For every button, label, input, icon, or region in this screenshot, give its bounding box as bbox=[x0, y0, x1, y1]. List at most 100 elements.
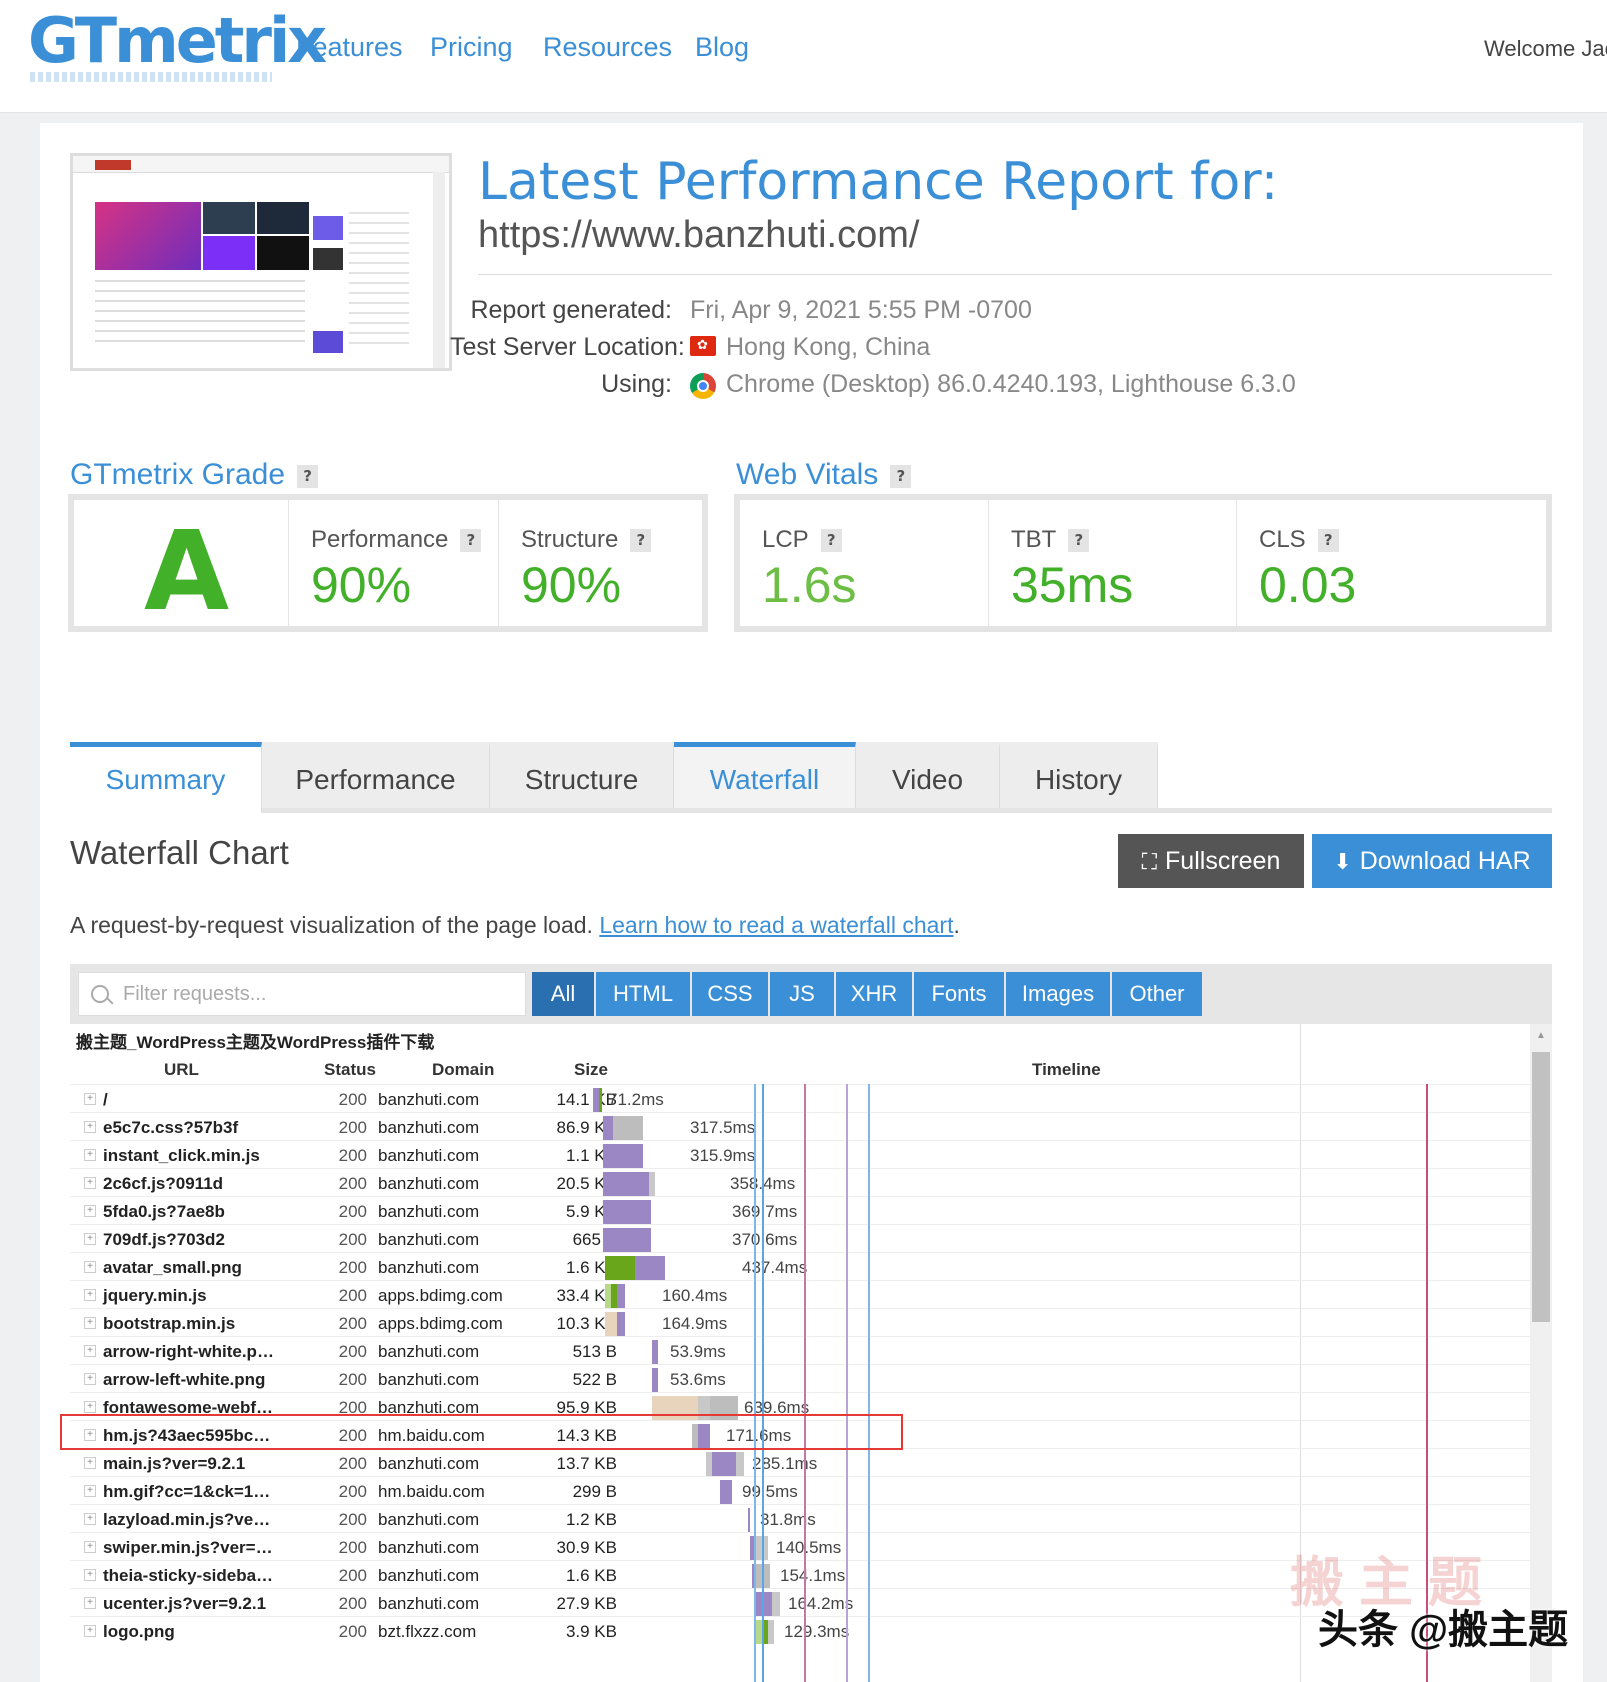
fullscreen-button[interactable]: ⛶ Fullscreen bbox=[1118, 834, 1304, 888]
tab-history[interactable]: History bbox=[1000, 742, 1158, 808]
filter-all[interactable]: All bbox=[532, 972, 596, 1016]
timing-bar bbox=[720, 1480, 732, 1504]
table-row[interactable]: + swiper.min.js?ver=… 200 banzhuti.com 30.9 … bbox=[70, 1532, 1530, 1563]
request-size: 14.1 KB bbox=[556, 1090, 618, 1109]
welcome-user-menu[interactable]: Welcome Jac bbox=[1484, 36, 1607, 61]
scrollbar-thumb[interactable] bbox=[1532, 1052, 1550, 1322]
table-row[interactable]: + arrow-right-white.p… 200 banzhuti.com 513 … bbox=[70, 1336, 1530, 1367]
expand-row-icon[interactable]: + bbox=[84, 1401, 96, 1413]
expand-row-icon[interactable]: + bbox=[84, 1261, 96, 1273]
nav-features-link[interactable]: Features bbox=[296, 32, 403, 62]
table-row[interactable]: + hm.js?43aec595bc… 200 hm.baidu.com 14.3 KB… bbox=[70, 1420, 1530, 1451]
site-screenshot-thumbnail[interactable] bbox=[70, 153, 452, 371]
table-row[interactable]: +5fda0.js?7ae8b 200 banzhuti.com 5.9 KB 369.… bbox=[70, 1196, 1530, 1227]
filter-html[interactable]: HTML bbox=[596, 972, 692, 1016]
using-label: Using: bbox=[601, 370, 672, 398]
gtmetrix-logo[interactable]: GTmetrix bbox=[28, 4, 327, 77]
column-header-size[interactable]: Size bbox=[574, 1060, 609, 1079]
tab-summary[interactable]: Summary bbox=[70, 742, 262, 813]
table-row[interactable]: + lazyload.min.js?ve… 200 banzhuti.com 1.2 K… bbox=[70, 1504, 1530, 1535]
table-row[interactable]: + hm.gif?cc=1&ck=1… 200 hm.baidu.com 299 B 99… bbox=[70, 1476, 1530, 1507]
tab-performance[interactable]: Performance bbox=[262, 742, 490, 808]
column-header-status[interactable]: Status bbox=[324, 1060, 376, 1079]
expand-row-icon[interactable]: + bbox=[84, 1345, 96, 1357]
table-row[interactable]: + instant_click.min.js 200 banzhuti.com 1.1 … bbox=[70, 1140, 1530, 1171]
expand-row-icon[interactable]: + bbox=[84, 1093, 96, 1105]
timing-bar bbox=[603, 1172, 649, 1196]
download-har-button[interactable]: ⬇ Download HAR bbox=[1312, 834, 1552, 888]
report-title: Latest Performance Report for: bbox=[478, 152, 1279, 212]
filter-xhr[interactable]: XHR bbox=[836, 972, 914, 1016]
column-header-domain[interactable]: Domain bbox=[432, 1060, 495, 1079]
tab-video[interactable]: Video bbox=[856, 742, 1000, 808]
table-row[interactable]: + bootstrap.min.js 200 apps.bdimg.com 10.3 K… bbox=[70, 1308, 1530, 1339]
nav-resources-link[interactable]: Resources bbox=[543, 32, 673, 62]
request-domain: apps.bdimg.com bbox=[378, 1314, 503, 1333]
help-icon[interactable]: ? bbox=[297, 464, 319, 488]
table-row[interactable]: + fontawesome-webf… 200 banzhuti.com 95.9 KB… bbox=[70, 1392, 1530, 1423]
expand-row-icon[interactable]: + bbox=[84, 1373, 96, 1385]
table-row[interactable]: + / 200 banzhuti.com 14.1 KB 71.2ms bbox=[70, 1084, 1530, 1115]
request-status: 200 bbox=[338, 1398, 367, 1417]
expand-row-icon[interactable]: + bbox=[84, 1289, 96, 1301]
request-size: 299 B bbox=[572, 1482, 617, 1501]
table-row[interactable]: + arrow-left-white.png 200 banzhuti.com 522 … bbox=[70, 1364, 1530, 1395]
request-size: 1.6 KB bbox=[565, 1258, 617, 1277]
filter-requests-input[interactable]: Filter requests... bbox=[78, 972, 526, 1016]
expand-row-icon[interactable]: + bbox=[84, 1569, 96, 1581]
table-row[interactable]: + ucenter.js?ver=9.2.1 200 banzhuti.com 27.9… bbox=[70, 1588, 1530, 1619]
expand-row-icon[interactable]: + bbox=[84, 1485, 96, 1497]
expand-row-icon[interactable]: + bbox=[84, 1233, 96, 1245]
learn-waterfall-link[interactable]: Learn how to read a waterfall chart bbox=[599, 912, 954, 938]
filter-other[interactable]: Other bbox=[1112, 972, 1204, 1016]
request-size: 522 B bbox=[572, 1370, 617, 1389]
request-size: 1.6 KB bbox=[565, 1566, 617, 1585]
expand-row-icon[interactable]: + bbox=[84, 1513, 96, 1525]
expand-row-icon[interactable]: + bbox=[84, 1121, 96, 1133]
tab-waterfall[interactable]: Waterfall bbox=[674, 742, 856, 808]
timing-bar bbox=[593, 1088, 599, 1112]
table-row[interactable]: +709df.js?703d2 200 banzhuti.com 665 B 370.6… bbox=[70, 1224, 1530, 1255]
expand-row-icon[interactable]: + bbox=[84, 1149, 96, 1161]
help-icon[interactable]: ? bbox=[1317, 529, 1339, 553]
waterfall-scrollbar[interactable]: ▲ bbox=[1530, 1024, 1552, 1682]
expand-row-icon[interactable]: + bbox=[84, 1177, 96, 1189]
report-url[interactable]: https://www.banzhuti.com/ bbox=[478, 214, 920, 256]
tab-structure[interactable]: Structure bbox=[490, 742, 674, 808]
column-header-url[interactable]: URL bbox=[164, 1060, 199, 1079]
column-header-timeline[interactable]: Timeline bbox=[1032, 1060, 1101, 1079]
expand-row-icon[interactable]: + bbox=[84, 1625, 96, 1637]
expand-row-icon[interactable]: + bbox=[84, 1541, 96, 1553]
expand-row-icon[interactable]: + bbox=[84, 1205, 96, 1217]
help-icon[interactable]: ? bbox=[820, 529, 842, 553]
request-url: bootstrap.min.js bbox=[103, 1314, 236, 1333]
filter-images[interactable]: Images bbox=[1006, 972, 1112, 1016]
help-icon[interactable]: ? bbox=[1068, 529, 1090, 553]
expand-row-icon[interactable]: + bbox=[84, 1597, 96, 1609]
help-icon[interactable]: ? bbox=[460, 529, 482, 553]
filter-js[interactable]: JS bbox=[770, 972, 836, 1016]
table-row[interactable]: + e5c7c.css?57b3f 200 banzhuti.com 86.9 KB 31… bbox=[70, 1112, 1530, 1143]
table-row[interactable]: + main.js?ver=9.2.1 200 banzhuti.com 13.7 KB… bbox=[70, 1448, 1530, 1479]
nav-pricing-link[interactable]: Pricing bbox=[430, 32, 513, 62]
filter-fonts[interactable]: Fonts bbox=[914, 972, 1006, 1016]
help-icon[interactable]: ? bbox=[630, 529, 652, 553]
expand-row-icon[interactable]: + bbox=[84, 1457, 96, 1469]
divider bbox=[478, 274, 1552, 275]
request-size: 33.4 KB bbox=[556, 1286, 618, 1305]
nav-blog-link[interactable]: Blog bbox=[695, 32, 750, 62]
table-row[interactable]: + logo.png 200 bzt.flxzz.com 3.9 KB 129.3ms bbox=[70, 1616, 1530, 1647]
timing-bar bbox=[617, 1312, 625, 1336]
table-row[interactable]: + jquery.min.js 200 apps.bdimg.com 33.4 KB 16… bbox=[70, 1280, 1530, 1311]
expand-row-icon[interactable]: + bbox=[84, 1317, 96, 1329]
filter-css[interactable]: CSS bbox=[692, 972, 770, 1016]
fully-loaded-marker bbox=[868, 1084, 870, 1682]
table-row[interactable]: + theia-sticky-sideba… 200 banzhuti.com 1.6 … bbox=[70, 1560, 1530, 1591]
top-navigation-bar: GTmetrix Features Pricing Resources Blog… bbox=[0, 0, 1607, 113]
filter-placeholder: Filter requests... bbox=[123, 983, 267, 1005]
scroll-up-icon[interactable]: ▲ bbox=[1536, 1030, 1546, 1041]
expand-row-icon[interactable]: + bbox=[84, 1429, 96, 1441]
help-icon[interactable]: ? bbox=[890, 464, 912, 488]
table-row[interactable]: + avatar_small.png 200 banzhuti.com 1.6 KB 43… bbox=[70, 1252, 1530, 1283]
